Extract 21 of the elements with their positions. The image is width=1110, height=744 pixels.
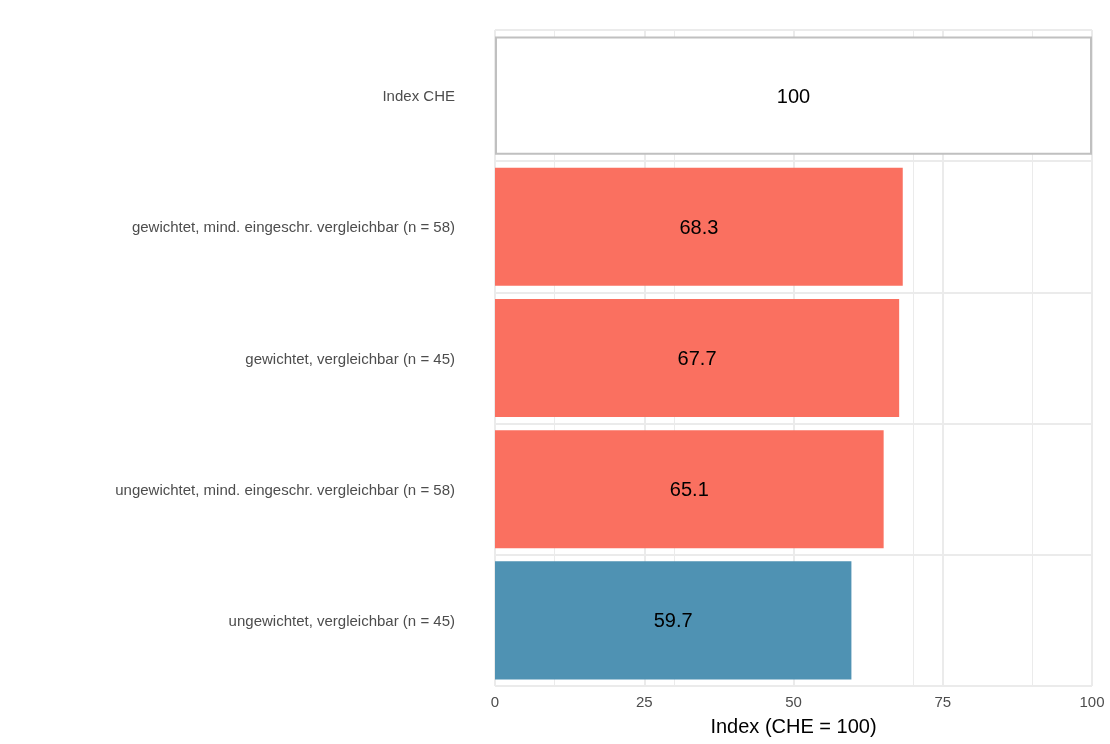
- y-tick-label: gewichtet, vergleichbar (n = 45): [245, 349, 455, 367]
- bar: [495, 430, 884, 549]
- bar: [495, 36, 1092, 155]
- data-label: 65.1: [669, 478, 709, 501]
- y-tick-label: ungewichtet, mind. eingeschr. vergleichbar (n = 58): [115, 480, 455, 498]
- x-tick-label: 50: [785, 693, 802, 710]
- bar: [495, 167, 903, 286]
- bar: [495, 561, 852, 680]
- y-tick-label: Index CHE: [382, 87, 455, 105]
- y-tick-label: ungewichtet, vergleichbar (n = 45): [228, 611, 455, 629]
- x-tick-label: 0: [490, 693, 500, 710]
- data-label: 100: [776, 84, 811, 107]
- data-label: 68.3: [679, 215, 719, 238]
- data-label: 59.7: [653, 609, 693, 632]
- x-tick-label: 75: [934, 693, 952, 710]
- data-label: 67.7: [677, 347, 717, 369]
- bar: [495, 298, 900, 418]
- y-tick-label: gewichtet, mind. eingeschr. vergleichbar (n = 58): [131, 218, 455, 236]
- x-tick-label: 100: [1079, 693, 1105, 710]
- x-axis-title: Index (CHE = 100): [710, 715, 877, 737]
- x-tick-label: 25: [635, 693, 653, 710]
